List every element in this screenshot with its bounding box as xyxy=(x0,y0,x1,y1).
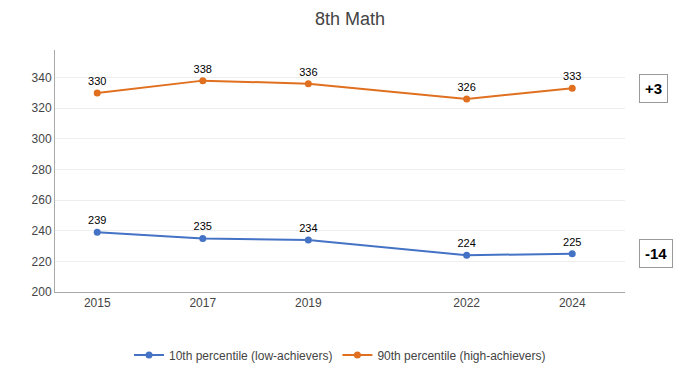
svg-text:10th percentile (low-achievers: 10th percentile (low-achievers) xyxy=(169,349,332,363)
svg-text:333: 333 xyxy=(563,70,581,82)
svg-text:220: 220 xyxy=(32,255,52,269)
svg-text:338: 338 xyxy=(194,63,212,75)
svg-text:225: 225 xyxy=(563,236,581,248)
svg-text:300: 300 xyxy=(32,132,52,146)
svg-text:8th Math: 8th Math xyxy=(315,9,385,29)
svg-text:326: 326 xyxy=(457,81,475,93)
svg-text:200: 200 xyxy=(32,285,52,299)
svg-text:240: 240 xyxy=(32,224,52,238)
svg-text:234: 234 xyxy=(299,222,317,234)
svg-text:2019: 2019 xyxy=(295,296,322,310)
svg-text:90th percentile (high-achiever: 90th percentile (high-achievers) xyxy=(377,349,545,363)
svg-text:2015: 2015 xyxy=(84,296,111,310)
svg-text:224: 224 xyxy=(457,237,475,249)
svg-text:235: 235 xyxy=(194,220,212,232)
svg-text:2017: 2017 xyxy=(189,296,216,310)
svg-text:280: 280 xyxy=(32,163,52,177)
svg-text:-14: -14 xyxy=(645,245,667,262)
svg-text:340: 340 xyxy=(32,71,52,85)
svg-text:2022: 2022 xyxy=(453,296,480,310)
svg-text:2024: 2024 xyxy=(559,296,586,310)
svg-text:260: 260 xyxy=(32,193,52,207)
svg-text:320: 320 xyxy=(32,101,52,115)
svg-text:+3: +3 xyxy=(645,80,662,97)
svg-text:239: 239 xyxy=(88,214,106,226)
svg-text:336: 336 xyxy=(299,66,317,78)
svg-text:330: 330 xyxy=(88,75,106,87)
